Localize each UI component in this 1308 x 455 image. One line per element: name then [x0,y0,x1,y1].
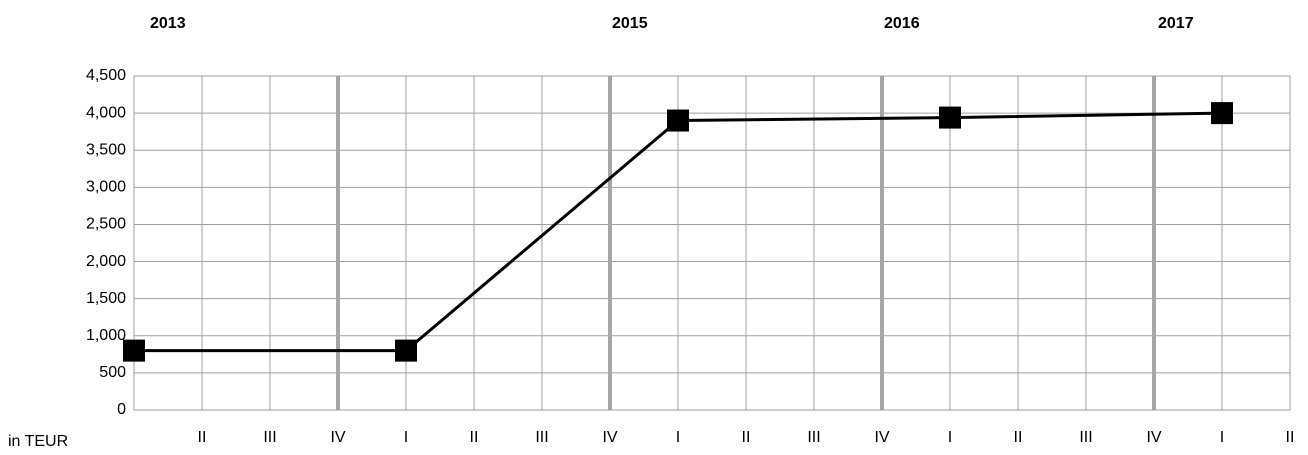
year-label: 2015 [612,15,648,32]
marker [939,106,961,129]
x-tick-label: III [535,429,548,446]
x-tick-label: II [1014,429,1023,446]
y-tick-label: 2,500 [86,216,126,233]
x-tick-label: I [948,429,952,446]
y-tick-label: 4,500 [86,67,126,84]
y-tick-label: 4,000 [86,104,126,121]
x-tick-label: I [1220,429,1224,446]
marker [1211,102,1233,125]
plot-border [133,75,1291,411]
x-tick-label: III [263,429,276,446]
x-tick-label: IV [874,429,889,446]
y-tick-label: 1,000 [86,327,126,344]
x-tick-label: IV [1146,429,1161,446]
y-tick-label: 3,000 [86,179,126,196]
marker [123,339,145,362]
y-tick-label: 1,500 [86,290,126,307]
x-tick-label: I [676,429,680,446]
year-label: 2013 [150,15,186,32]
x-tick-label: II [742,429,751,446]
y-tick-label: 500 [99,364,126,381]
x-tick-label: II [198,429,207,446]
year-label: 2016 [884,15,920,32]
x-tick-label: III [1079,429,1092,446]
x-tick-label: IV [330,429,345,446]
x-tick-label: I [404,429,408,446]
marker [395,339,417,362]
x-tick-label: III [807,429,820,446]
x-tick-label: II [470,429,479,446]
y-tick-label: 0 [117,401,126,418]
x-tick-label: IV [602,429,617,446]
marker [667,109,689,132]
y-axis-label: in TEUR [8,433,68,450]
year-label: 2017 [1158,15,1194,32]
x-tick-label: II [1286,429,1295,446]
y-tick-label: 2,000 [86,253,126,270]
y-tick-label: 3,500 [86,141,126,158]
